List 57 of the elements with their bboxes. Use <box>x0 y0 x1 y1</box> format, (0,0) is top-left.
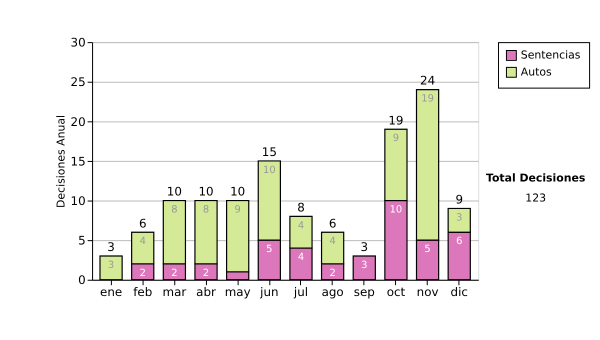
y-tick-label: 5 <box>78 234 86 248</box>
y-tick-label: 0 <box>78 273 86 288</box>
data-label: 8 <box>171 204 178 216</box>
x-tick-label: ene <box>100 285 122 300</box>
total-label: 24 <box>420 74 436 88</box>
data-label: 2 <box>202 268 210 279</box>
data-label: 5 <box>266 244 272 256</box>
data-label: 2 <box>329 268 336 279</box>
y-axis-title: Decisiones Anual <box>54 114 68 208</box>
x-tick-label: oct <box>386 285 406 300</box>
legend-label: Autos <box>520 65 552 78</box>
x-tick-label: dic <box>450 285 468 300</box>
total-label: 8 <box>297 200 305 214</box>
y-tick-label: 10 <box>70 194 86 208</box>
text: Total Decisiones <box>486 172 586 185</box>
data-label: 2 <box>140 268 146 279</box>
total-label: 19 <box>388 113 404 128</box>
legend-label: Sentencias <box>520 48 581 62</box>
data-label: 6 <box>456 236 462 248</box>
total-label: 10 <box>166 184 182 199</box>
total-label: 10 <box>198 184 214 199</box>
x-tick-label: may <box>224 285 251 300</box>
x-tick-label: abr <box>196 285 216 300</box>
data-label: 9 <box>234 204 241 216</box>
data-label: 3 <box>108 260 114 271</box>
data-label: 10 <box>263 164 276 176</box>
y-tick-label: 20 <box>70 114 86 129</box>
data-label: 3 <box>361 260 368 271</box>
total-label: 6 <box>328 216 336 230</box>
x-tick-label: sep <box>354 285 375 300</box>
x-tick-label: ago <box>322 285 344 300</box>
y-tick-label: 25 <box>70 75 86 90</box>
data-label: 8 <box>202 204 210 216</box>
x-tick-label: nov <box>416 285 438 300</box>
data-label: 4 <box>140 236 146 248</box>
data-label: 5 <box>424 244 431 256</box>
total-label: 3 <box>107 240 115 254</box>
total-label: 3 <box>360 240 368 254</box>
total-label: 9 <box>455 192 464 207</box>
data-label: 2 <box>171 268 178 279</box>
data-label: 9 <box>392 133 400 144</box>
data-label: 10 <box>390 204 402 216</box>
x-tick-label: feb <box>133 285 152 300</box>
data-label: 4 <box>298 252 304 263</box>
data-label: 3 <box>456 212 462 224</box>
total-label: 15 <box>262 144 277 159</box>
total-label: 6 <box>138 216 146 230</box>
total-label: 10 <box>230 184 246 199</box>
x-tick-label: jun <box>259 285 279 300</box>
y-tick-label: 15 <box>70 154 86 168</box>
y-tick-label: 30 <box>70 36 86 50</box>
data-label: 19 <box>421 94 434 105</box>
data-label: 4 <box>329 236 336 248</box>
text: 123 <box>525 192 546 205</box>
x-tick-label: mar <box>162 285 186 300</box>
x-tick-label: jul <box>292 285 308 300</box>
data-label: 4 <box>298 220 304 232</box>
